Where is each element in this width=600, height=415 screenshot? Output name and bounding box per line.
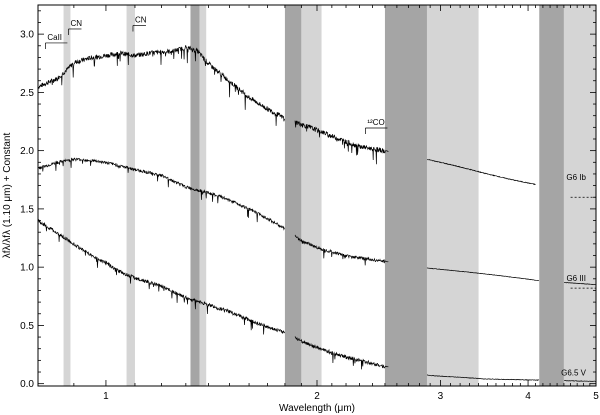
telluric-band [199, 5, 207, 386]
spectrum-line [37, 45, 536, 186]
telluric-band [190, 5, 200, 386]
y-tick-label: 1.5 [20, 204, 34, 215]
telluric-band [426, 5, 479, 386]
telluric-band [126, 5, 135, 386]
y-tick-label: 2.5 [20, 88, 34, 99]
series-label: G6 III [566, 274, 586, 283]
x-tick-label: 3 [438, 391, 444, 402]
x-axis-ticks: 1 2 3 4 5 [37, 5, 599, 402]
y-tick-label: 0.0 [20, 379, 34, 390]
series-label: G6.5 V [561, 369, 587, 378]
telluric-band [301, 5, 322, 386]
series-label: G6 Ib [566, 173, 586, 182]
y-axis-title: λfλ/λfλ (1.10 μm) + Constant [2, 133, 13, 259]
telluric-bands [63, 5, 596, 386]
y-tick-label: 0.5 [20, 321, 34, 332]
telluric-band [563, 5, 596, 386]
x-tick-label: 4 [525, 391, 531, 402]
telluric-band [539, 5, 564, 386]
y-tick-label: 2.0 [20, 146, 34, 157]
spectrum-line [37, 157, 597, 286]
y-tick-label: 1.0 [20, 263, 34, 274]
telluric-band [384, 5, 427, 386]
spectrum-line [37, 218, 597, 382]
feature-label: CaII [47, 33, 62, 42]
y-tick-label: 3.0 [20, 30, 34, 41]
x-axis-title: Wavelength (μm) [279, 403, 355, 414]
spectra-series: G6 Ib G6 III G6.5 V [37, 45, 597, 382]
x-tick-label: 2 [314, 391, 320, 402]
x-tick-label: 5 [593, 391, 599, 402]
y-axis-ticks: 0.0 0.5 1.0 1.5 2.0 2.5 3.0 [20, 10, 596, 390]
telluric-band [284, 5, 302, 386]
feature-annotations: CaII CN CN ¹²CO [45, 15, 388, 135]
feature-label: CN [70, 19, 82, 28]
feature-label: ¹²CO [367, 118, 384, 127]
reference-lines [570, 196, 596, 289]
x-tick-label: 1 [103, 391, 109, 402]
feature-label: CN [135, 15, 147, 24]
telluric-band [63, 5, 71, 386]
